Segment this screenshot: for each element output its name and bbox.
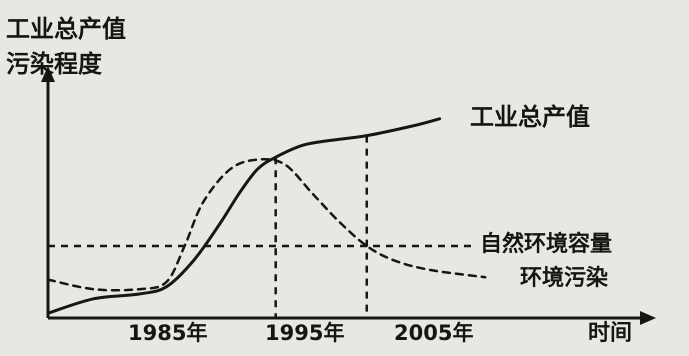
x-axis-label: 时间 [588, 321, 632, 346]
series-label-pollution: 环境污染 [520, 265, 608, 291]
y-axis-arrow-icon [41, 66, 55, 82]
y-axis-label-line-1: 工业总产值 [6, 15, 126, 43]
y-axis-label-line-2: 污染程度 [6, 50, 103, 78]
x-tick-label-1985: 1985年 [128, 321, 207, 345]
guide-lines [48, 135, 475, 318]
x-tick-label-2005: 2005年 [394, 321, 473, 345]
axes [41, 66, 656, 325]
series-label-industrial-output: 工业总产值 [470, 103, 590, 131]
series-layer [46, 117, 487, 315]
reference-label-natural-capacity: 自然环境容量 [480, 231, 612, 257]
series-line-pollution [46, 157, 487, 292]
x-tick-label-1995: 1995年 [265, 321, 344, 345]
series-line-industrial-output [46, 117, 442, 315]
x-axis-arrow-icon [640, 311, 656, 325]
